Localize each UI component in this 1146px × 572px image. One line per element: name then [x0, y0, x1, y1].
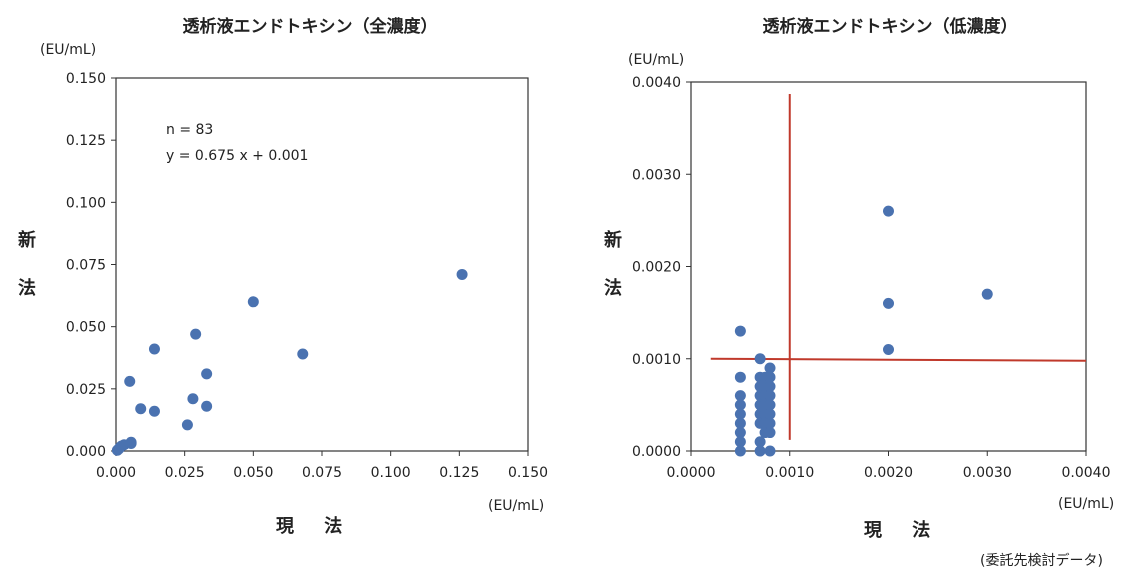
chart-left-x-tick-label: 0.100 — [371, 465, 411, 481]
chart-right-data-point — [765, 446, 776, 457]
chart-right-data-point — [735, 372, 746, 383]
chart-left-y-tick-label: 0.125 — [66, 133, 106, 149]
chart-right-x-tick-label: 0.0040 — [1062, 465, 1111, 481]
chart-right-data-point — [982, 289, 993, 300]
chart-right-y-tick-label: 0.0010 — [632, 352, 681, 368]
chart-left-data-point — [149, 406, 160, 417]
chart-left-data-point — [124, 376, 135, 387]
chart-left-data-point — [201, 368, 212, 379]
chart-left-y-tick-label: 0.025 — [66, 382, 106, 398]
chart-left-y-tick-label: 0.100 — [66, 195, 106, 211]
chart-right-plot-area — [691, 82, 1086, 451]
chart-right-y-tick-label: 0.0020 — [632, 260, 681, 276]
chart-left-data-point — [149, 344, 160, 355]
chart-left-data-point — [126, 437, 137, 448]
chart-right-y-tick-label: 0.0030 — [632, 167, 681, 183]
chart-left: 0.000 0.025 0.050 0.075 0.100 0.125 0.150 0.000… — [0, 0, 573, 520]
chart-left-x-tick-label: 0.075 — [302, 465, 342, 481]
chart-left-data-point — [190, 329, 201, 340]
data-source-credit: (委託先検討データ) — [980, 550, 1103, 570]
chart-left-x-tick-label: 0.050 — [233, 465, 273, 481]
chart-left-annotation-line: y = 0.675 x + 0.001 — [166, 148, 308, 164]
chart-left-data-point — [135, 403, 146, 414]
chart-right: 0.0000 0.0010 0.0020 0.0030 0.0040 0.0000 0.00… — [573, 0, 1146, 520]
chart-left-x-tick-label: 0.125 — [439, 465, 479, 481]
chart-left-x-tick-label: 0.000 — [96, 465, 136, 481]
chart-right-data-point — [735, 446, 746, 457]
chart-left-data-point — [457, 269, 468, 280]
chart-left-y-tick-label: 0.150 — [66, 71, 106, 87]
chart-right-data-point — [735, 326, 746, 337]
chart-left-data-point — [201, 401, 212, 412]
chart-right-data-point — [765, 427, 776, 438]
chart-left-data-point — [297, 349, 308, 360]
chart-right-y-tick-label: 0.0040 — [632, 75, 681, 91]
chart-left-data-point — [182, 419, 193, 430]
chart-right-y-tick-label: 0.0000 — [632, 444, 681, 460]
chart-left-y-tick-label: 0.000 — [66, 444, 106, 460]
chart-left-x-tick-label: 0.150 — [508, 465, 548, 481]
chart-right-x-tick-label: 0.0000 — [667, 465, 716, 481]
chart-left-x-label: 現 法 — [276, 512, 354, 538]
chart-right-data-point — [883, 344, 894, 355]
chart-right-x-tick-label: 0.0030 — [963, 465, 1012, 481]
chart-left-data-point — [248, 296, 259, 307]
chart-right-x-label: 現 法 — [864, 516, 942, 542]
chart-left-x-unit: (EU/mL) — [488, 498, 544, 514]
chart-left-y-tick-label: 0.075 — [66, 258, 106, 274]
chart-right-x-unit: (EU/mL) — [1058, 496, 1114, 512]
chart-left-y-tick-label: 0.050 — [66, 320, 106, 336]
chart-left-x-tick-label: 0.025 — [165, 465, 205, 481]
chart-right-data-point — [883, 206, 894, 217]
chart-right-data-point — [883, 298, 894, 309]
chart-left-annotation-line: n = 83 — [166, 122, 213, 138]
chart-right-x-tick-label: 0.0020 — [864, 465, 913, 481]
chart-right-data-point — [755, 353, 766, 364]
chart-left-data-point — [187, 393, 198, 404]
chart-right-x-tick-label: 0.0010 — [765, 465, 814, 481]
chart-right-data-point — [755, 446, 766, 457]
